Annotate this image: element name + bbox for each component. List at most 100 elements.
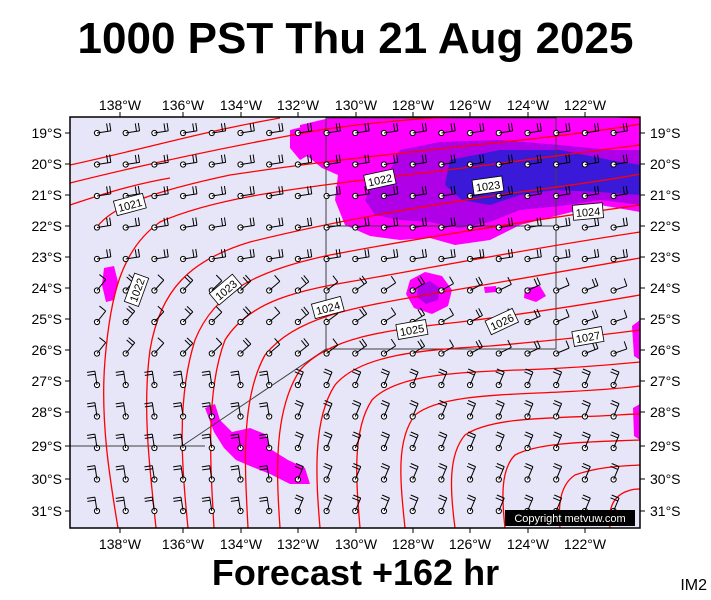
wind-barb [180,154,198,168]
wind-barb [294,154,313,168]
wind-barb [259,433,273,452]
wind-barb [180,306,194,326]
wind-barb [438,276,454,294]
wind-barb [151,305,165,326]
wind-barb [237,306,252,326]
wind-barb [467,339,483,357]
wind-barb [323,275,339,294]
wind-barb [524,308,541,326]
wind-barb [237,122,255,137]
longitude-tick-label: 136°W [162,536,205,552]
isobar-label: 1024 [571,202,604,221]
wind-barb [380,275,397,294]
wind-barb [581,309,599,326]
longitude-tick-label: 136°W [162,97,205,113]
wind-barb [237,154,255,168]
wind-barb [553,309,570,326]
wind-barb [438,463,448,483]
latitude-tick-label: 21°S [31,187,62,203]
wind-barb [552,463,563,483]
wind-barb [173,465,187,483]
wind-barb [438,248,456,263]
wind-barb [230,370,244,389]
wind-barb [294,463,304,483]
latitude-tick-label: 24°S [650,280,681,296]
wind-barb [294,400,304,420]
svg-text:Copyright metvuw.com: Copyright metvuw.com [514,513,625,525]
latitude-tick-label: 29°S [650,438,681,454]
wind-barb [495,276,512,294]
wind-barb [438,122,456,137]
isobar-label-layer: 1021 1022 1022 1023 1023 1024 1024 1025 [112,168,605,347]
wind-barb [610,122,628,137]
wind-barb [380,400,390,420]
wind-barb [438,154,456,168]
wind-barb [438,431,448,452]
rain-area-central-core [417,281,440,304]
wind-barb [380,154,399,168]
wind-barb [466,400,477,420]
wind-barb [409,494,419,515]
wind-barb [180,122,198,137]
wind-barb [467,122,485,137]
wind-barb [553,154,571,168]
wind-barb [495,248,514,263]
longitude-tick-label: 126°W [449,97,492,113]
map-frame [69,116,641,529]
wind-barb [86,370,101,389]
isobar-label: 1021 [112,192,147,217]
wind-barb [581,340,599,357]
wind-barb [553,217,571,231]
isobar-label: 1024 [310,295,345,320]
wind-barb [438,368,448,389]
wind-barb [351,463,362,483]
wind-barb [201,433,215,452]
wind-barb [151,154,169,168]
wind-barb [409,185,428,200]
wind-barb [352,122,370,137]
longitude-tick-label: 122°W [564,97,607,113]
wind-barb [467,308,483,326]
wind-barb [495,154,514,168]
latitude-tick-label: 19°S [31,125,62,141]
isobar-label: 1025 [395,319,429,340]
wind-barb [208,122,227,137]
wind-barb [115,496,129,515]
wind-barb [380,463,390,483]
latitude-tick-label: 22°S [31,218,62,234]
wind-barb [93,305,107,326]
wind-barb [581,122,600,137]
wind-barb [144,496,158,515]
wind-barb [380,307,397,326]
wind-barb [294,185,313,200]
wind-barb [294,248,313,263]
longitude-tick-label: 124°W [507,536,550,552]
wind-barb [552,431,563,452]
wind-barb [610,341,628,357]
wind-barb [122,337,136,357]
wind-barb [524,463,534,483]
wind-barb [495,494,505,515]
svg-text:1022: 1022 [367,173,393,190]
wind-barb [259,370,273,389]
wind-barb [201,465,215,483]
wind-barb [438,400,448,420]
wind-barb [115,370,129,389]
wind-barb [553,248,571,263]
wind-barb [610,217,628,231]
wind-barb [352,154,370,168]
wind-barb [259,496,273,515]
latitude-tick-label: 22°S [650,218,681,234]
wind-barb [581,368,591,389]
wind-barb [380,217,399,231]
wind-barb [208,217,227,231]
wind-barb [610,185,628,200]
wind-barb [409,276,426,294]
wind-barb [610,368,620,389]
latitude-tick-label: 21°S [650,187,681,203]
wind-barb [144,465,158,483]
wind-barb [151,248,169,263]
wind-barb [409,154,428,168]
wind-barb [86,465,101,483]
